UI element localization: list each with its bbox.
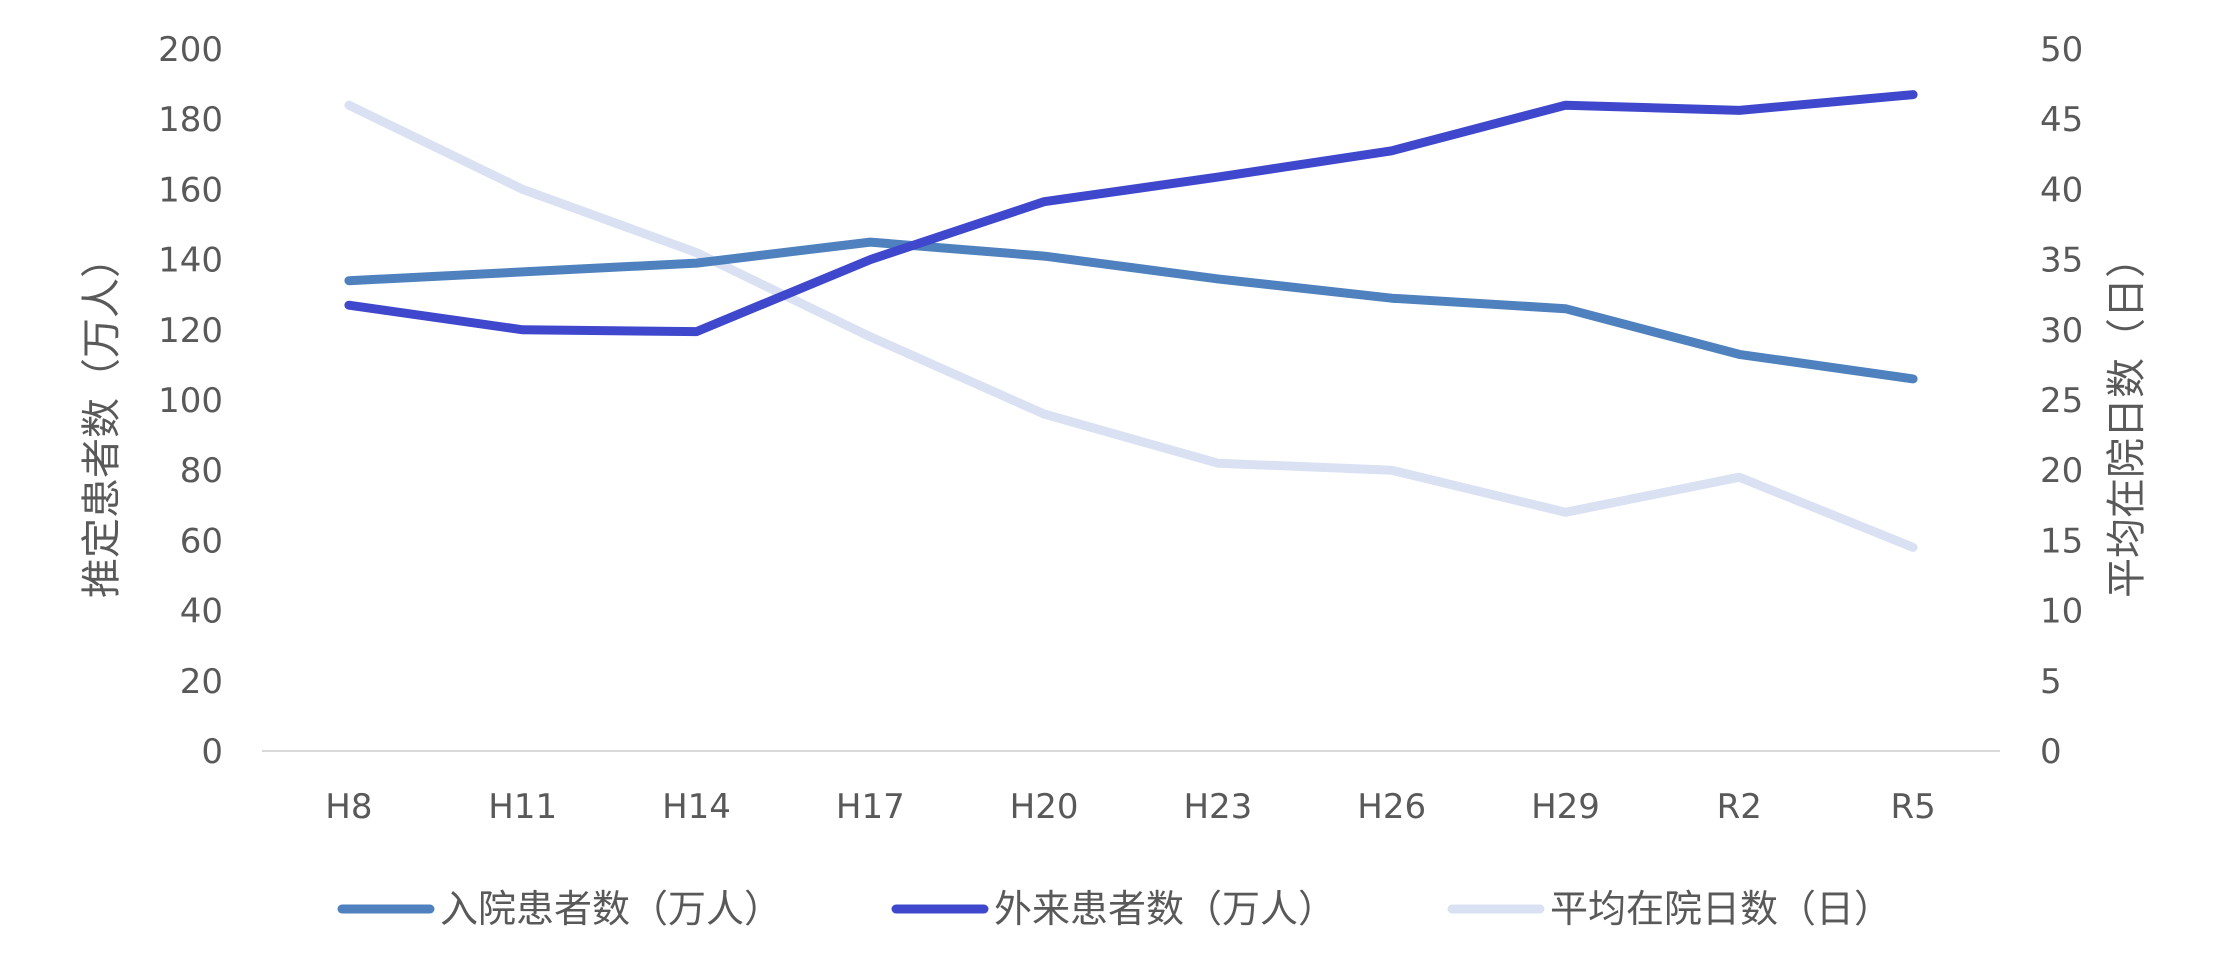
y2-tick-label: 30 [2040,311,2083,351]
x-tick-label: H8 [325,787,372,827]
y-tick-label: 120 [158,311,223,351]
y-tick-label: 20 [180,662,223,702]
y-tick-label: 40 [180,592,223,632]
y2-tick-label: 10 [2040,592,2083,632]
y-tick-label: 80 [180,451,223,491]
series-lines [344,90,1918,552]
y2-tick-label: 40 [2040,170,2083,210]
y-axis-title: 推定患者数（万人） [79,238,125,598]
x-tick-label: H29 [1531,787,1600,827]
x-tick-label: H26 [1357,787,1426,827]
legend-label: 入院患者数（万人） [440,887,782,931]
series-line-1 [344,90,1918,337]
legend-label: 外来患者数（万人） [994,887,1336,931]
y2-tick-label: 25 [2040,381,2083,421]
y2-axis-title: 平均在院日数（日） [2104,238,2150,598]
y2-tick-label: 20 [2040,451,2083,491]
y-tick-label: 140 [158,241,223,281]
x-tick-label: H14 [662,787,731,827]
y2-tick-label: 0 [2040,732,2062,772]
y-tick-label: 180 [158,100,223,140]
y2-tick-label: 15 [2040,521,2083,561]
x-tick-label: H23 [1183,787,1252,827]
y2-tick-label: 35 [2040,241,2083,281]
x-tick-label: R5 [1890,787,1935,827]
y-tick-label: 60 [180,521,223,561]
y2-tick-label: 5 [2040,662,2062,702]
legend-label: 平均在院日数（日） [1550,887,1892,931]
series-line-2 [344,100,1918,552]
x-axis-ticks: H8 H11 H14 H17 H20 H23 H26 H29 R2 R5 [325,787,1935,827]
x-tick-label: R2 [1717,787,1762,827]
legend: 入院患者数（万人） 外来患者数（万人） 平均在院日数（日） [337,887,1892,931]
y-tick-label: 160 [158,170,223,210]
y-tick-label: 200 [158,30,223,70]
series-line-0 [344,237,1918,384]
y2-tick-label: 45 [2040,100,2083,140]
y2-tick-label: 50 [2040,30,2083,70]
y-tick-label: 100 [158,381,223,421]
y-tick-label: 0 [201,732,223,772]
x-tick-label: H11 [488,787,557,827]
x-tick-label: H20 [1010,787,1079,827]
y2-axis-ticks: 0 5 10 15 20 25 30 35 40 45 50 [2040,30,2083,772]
x-tick-label: H17 [836,787,905,827]
y-axis-ticks: 0 20 40 60 80 100 120 140 160 180 200 [158,30,223,772]
